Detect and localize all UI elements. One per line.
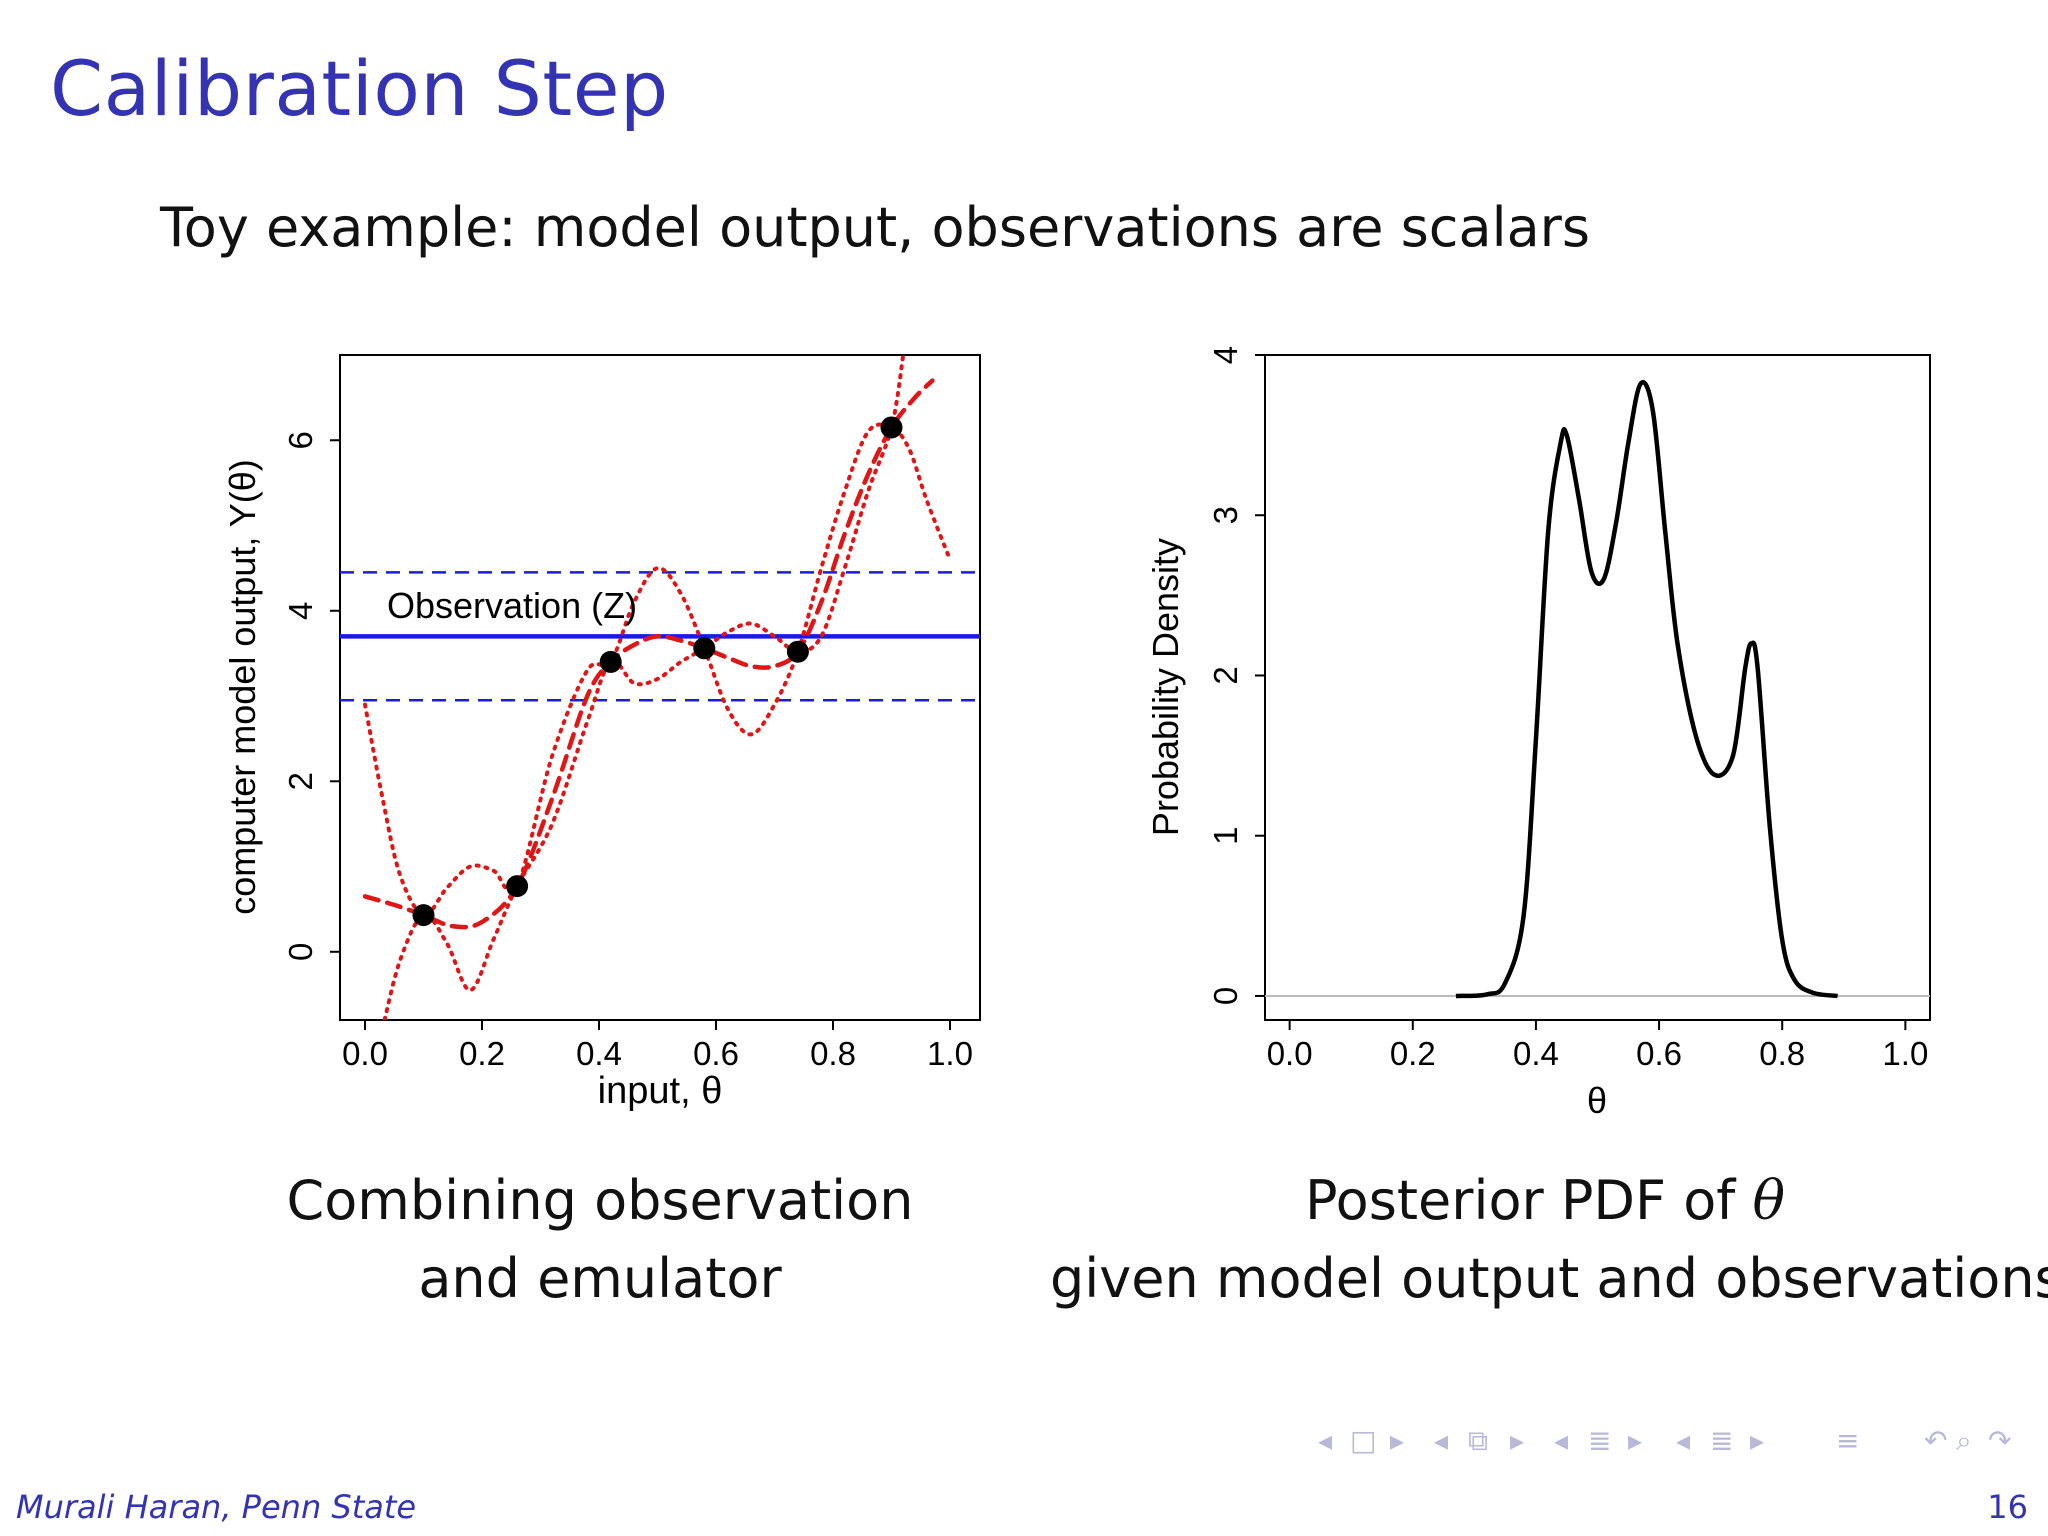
nav-right-arrow-icon[interactable]: ▸: [1510, 1424, 1525, 1457]
x-tick-label: 1.0: [1882, 1035, 1928, 1072]
undo-icon[interactable]: ↶: [1924, 1424, 1948, 1457]
y-axis-label: Probability Density: [1145, 538, 1186, 836]
nav-right-arrow-icon[interactable]: ▸: [1628, 1424, 1643, 1457]
plot-frame: [1264, 354, 1931, 1021]
observation-label: Observation (Z): [387, 585, 637, 626]
y-tick-label: 0: [282, 943, 319, 961]
footer-author: Murali Haran, Penn State: [16, 1488, 417, 1526]
x-tick-label: 0.8: [810, 1035, 856, 1072]
design-point: [506, 875, 529, 898]
page-number: 16: [1987, 1488, 2028, 1526]
nav-left-arrow-icon[interactable]: ◂: [1434, 1424, 1449, 1457]
design-point: [599, 650, 622, 673]
caption-right-line1-text: Posterior PDF of: [1305, 1169, 1753, 1232]
x-tick-label: 0.8: [1759, 1035, 1805, 1072]
align-icon[interactable]: ≡: [1836, 1424, 1860, 1457]
redo-icon[interactable]: ↷: [1988, 1424, 2012, 1457]
x-tick-label: 0.0: [1267, 1035, 1313, 1072]
nav-right-arrow-icon[interactable]: ▸: [1390, 1424, 1405, 1457]
posterior-density-curve: [1455, 380, 1838, 999]
y-tick-label: 4: [282, 602, 319, 620]
nav-left-arrow-icon[interactable]: ◂: [1554, 1424, 1569, 1457]
theta-symbol: θ: [1752, 1169, 1785, 1232]
x-tick-label: 0.4: [576, 1035, 622, 1072]
emulator-band-curve-1: [363, 422, 952, 918]
caption-right-line2: given model output and observations: [1050, 1247, 2048, 1310]
caption-left: Combining observation and emulator: [210, 1162, 990, 1318]
subsection-icon[interactable]: ≣: [1588, 1424, 1612, 1457]
slide-subtitle: Toy example: model output, observations …: [160, 196, 1590, 259]
x-axis-label: θ: [1587, 1080, 1607, 1121]
beamer-navigation: ◂ □ ▸ ◂ ⧉ ▸ ◂ ≣ ▸ ◂ ≣ ▸ ≡ ↶ ⌕ ↷: [1310, 1424, 2030, 1468]
search-icon[interactable]: ⌕: [1956, 1424, 1972, 1457]
frame-icon[interactable]: □: [1350, 1424, 1377, 1457]
y-tick-label: 3: [1207, 506, 1244, 524]
nav-right-arrow-icon[interactable]: ▸: [1750, 1424, 1765, 1457]
y-tick-label: 2: [1207, 666, 1244, 684]
emulator-mean-curve: [362, 378, 935, 930]
x-tick-label: 0.2: [459, 1035, 505, 1072]
caption-right-line1: Posterior PDF of θ: [1050, 1162, 2040, 1240]
caption-right: Posterior PDF of θ given model output an…: [1050, 1162, 2048, 1318]
slide-title: Calibration Step: [50, 44, 669, 133]
design-point: [412, 904, 435, 927]
posterior-plot: 0.0 0.2 0.4 0.6 0.8 1.0 0 1 2 3 4 θ Probability De…: [1145, 346, 1931, 1121]
x-tick-label: 1.0: [927, 1035, 973, 1072]
x-tick-label: 0.6: [693, 1035, 739, 1072]
x-tick-label: 0.2: [1390, 1035, 1436, 1072]
caption-left-line1: Combining observation: [286, 1169, 914, 1232]
design-point: [786, 640, 809, 663]
y-tick-label: 4: [1207, 346, 1244, 364]
plot-frame: [339, 354, 981, 1021]
emulator-plot: Observation (Z) 0.0 0.2 0.4 0.6 0.8 1.0 0 2 4 6 i…: [222, 354, 981, 1112]
x-tick-label: 0.4: [1513, 1035, 1559, 1072]
y-axis-label: computer model output, Y(θ): [222, 459, 263, 915]
caption-left-line2: and emulator: [418, 1247, 782, 1310]
y-tick-label: 2: [282, 772, 319, 790]
section-icon[interactable]: ≣: [1710, 1424, 1734, 1457]
x-tick-label: 0.0: [342, 1035, 388, 1072]
emulator-band-curve-2: [382, 355, 906, 1020]
y-tick-label: 6: [282, 431, 319, 449]
design-point: [880, 416, 903, 439]
y-tick-label: 0: [1207, 987, 1244, 1005]
x-tick-label: 0.6: [1636, 1035, 1682, 1072]
nav-left-arrow-icon[interactable]: ◂: [1318, 1424, 1333, 1457]
x-axis-label: input, θ: [598, 1070, 723, 1112]
nav-left-arrow-icon[interactable]: ◂: [1676, 1424, 1691, 1457]
y-tick-label: 1: [1207, 827, 1244, 845]
design-point: [693, 637, 716, 660]
frame-icon[interactable]: ⧉: [1468, 1424, 1488, 1457]
